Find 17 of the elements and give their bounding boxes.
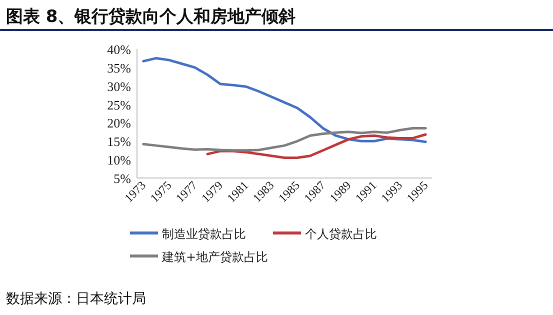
chart-title: 图表 8、银行贷款向个人和房地产倾斜 (6, 7, 296, 27)
y-tick-label: 30% (107, 78, 132, 94)
source-note: 数据来源：日本统计局 (6, 291, 146, 307)
y-tick-label: 35% (107, 60, 132, 76)
y-tick-label: 25% (107, 97, 132, 112)
y-tick-label: 10% (107, 152, 132, 168)
legend-label: 制造业贷款占比 (162, 227, 246, 241)
line-series (142, 56, 427, 144)
y-tick-label: 20% (107, 116, 132, 131)
legend-label: 个人贷款占比 (305, 227, 377, 241)
legend-label: 建筑+地产贷款占比 (161, 250, 268, 264)
line-series (206, 133, 427, 159)
y-tick-label: 15% (107, 134, 132, 150)
line-series (142, 126, 427, 152)
y-tick-label: 40% (107, 42, 132, 57)
y-tick-label: 5% (114, 171, 132, 186)
x-tick-label: 1991 (352, 178, 380, 206)
